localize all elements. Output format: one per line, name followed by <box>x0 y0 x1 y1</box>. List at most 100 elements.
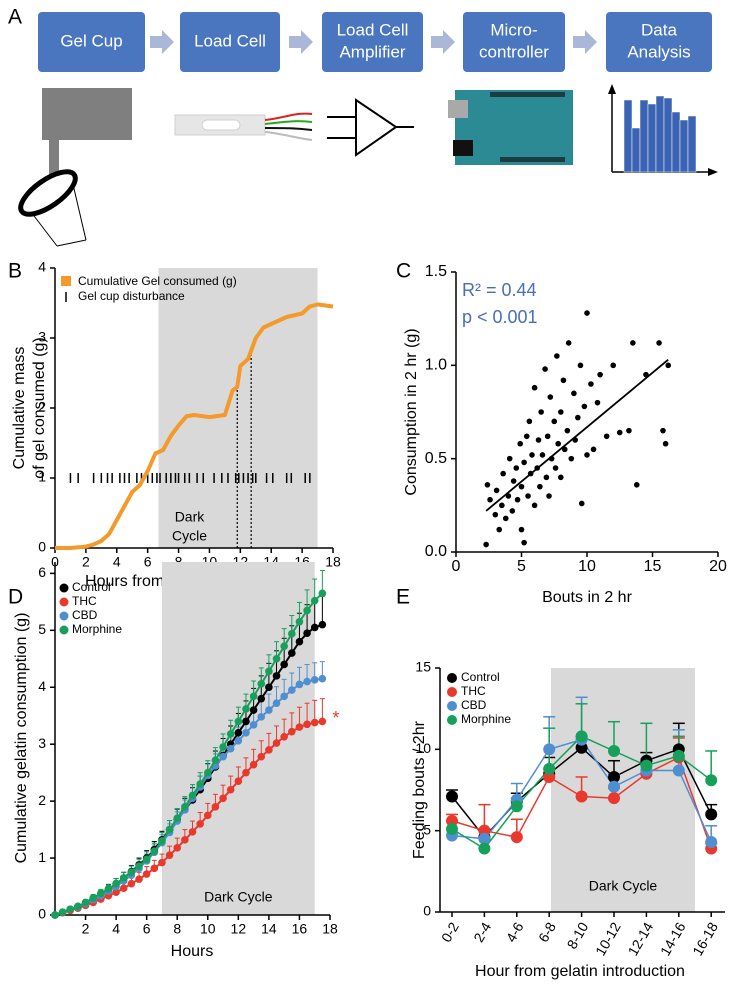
scatter-point <box>517 440 523 447</box>
data-point <box>280 642 288 651</box>
data-point <box>119 874 128 882</box>
data-point <box>608 744 620 757</box>
data-point <box>295 617 304 626</box>
data-point <box>81 898 90 907</box>
x-tick-label: 14-16 <box>657 919 689 958</box>
data-point <box>272 672 281 680</box>
scatter-point <box>518 483 525 490</box>
legend-swatch <box>447 701 457 711</box>
data-point <box>288 727 296 736</box>
panel-label: E <box>396 586 410 609</box>
data-point <box>310 596 319 605</box>
significance-mark: * <box>332 708 339 728</box>
scatter-point <box>492 511 499 518</box>
data-point <box>640 759 653 772</box>
scatter-point <box>565 340 572 346</box>
y-tick-label: 1 <box>38 469 46 485</box>
data-point <box>608 780 620 793</box>
data-point <box>249 692 258 701</box>
scatter-point <box>577 362 584 369</box>
scatter-point <box>552 465 559 471</box>
data-point <box>272 699 281 707</box>
cumulative-line <box>55 302 334 550</box>
data-point <box>142 855 151 864</box>
legend-label: Control <box>461 670 500 684</box>
x-tick-label: 8-10 <box>564 919 592 951</box>
legend-swatch <box>61 276 71 286</box>
data-point <box>135 862 143 870</box>
data-point <box>188 791 197 800</box>
legend-swatch <box>59 583 69 593</box>
data-point <box>705 808 718 821</box>
data-point <box>127 879 136 888</box>
scatter-point <box>483 541 489 548</box>
stat-annotation: p < 0.001 <box>462 307 538 327</box>
y-tick-label: 5 <box>423 821 431 837</box>
data-point <box>242 729 250 737</box>
step-box <box>463 12 565 72</box>
data-point <box>66 905 75 914</box>
scatter-point <box>493 487 500 494</box>
scatter-point <box>626 427 632 434</box>
x-tick-label: 10-12 <box>592 919 624 958</box>
scatter-point <box>510 478 517 484</box>
data-point <box>575 730 588 743</box>
scatter-point <box>568 455 575 462</box>
data-point <box>196 820 204 828</box>
x-tick-label: 14 <box>261 921 277 937</box>
data-point <box>265 683 273 692</box>
data-point <box>272 654 281 663</box>
scatter-point <box>531 384 538 391</box>
x-tick-label: 2-4 <box>470 919 494 945</box>
data-point <box>165 825 174 834</box>
y-tick-label: 5 <box>38 621 46 637</box>
data-point <box>672 749 685 762</box>
data-point <box>310 676 319 684</box>
scatter-point <box>554 353 560 359</box>
scatter-point <box>656 340 662 346</box>
scatter-point <box>499 502 505 509</box>
scatter-point <box>509 508 516 514</box>
legend-label: Control <box>72 580 111 594</box>
data-point <box>74 902 82 911</box>
data-point <box>150 864 159 873</box>
scatter-point <box>558 409 564 415</box>
shade-label: Dark Cycle <box>589 878 658 894</box>
x-tick-label: 8 <box>175 554 183 570</box>
data-point <box>211 756 220 764</box>
data-point <box>303 720 311 729</box>
scatter-point <box>526 418 533 425</box>
x-tick-label: 2 <box>82 554 90 570</box>
legend-swatch <box>59 625 69 635</box>
stat-annotation: R² = 0.44 <box>462 280 537 300</box>
data-point <box>181 803 189 811</box>
data-point <box>288 629 296 638</box>
scatter-point <box>578 500 585 507</box>
data-analysis-icon <box>608 84 718 176</box>
scatter-point <box>544 433 551 440</box>
x-tick-label: 18 <box>322 921 338 937</box>
data-point <box>196 780 204 788</box>
scatter-point <box>590 446 597 453</box>
data-point <box>58 908 67 916</box>
scatter-point <box>543 474 550 481</box>
scatter-point <box>633 482 640 488</box>
x-tick-label: 20 <box>709 558 727 575</box>
scatter-point <box>575 414 581 421</box>
step-label: Micro- <box>490 20 537 39</box>
data-point <box>249 721 258 729</box>
data-point <box>127 868 136 877</box>
data-point <box>318 620 327 629</box>
legend-label: THC <box>461 684 486 698</box>
data-point <box>173 814 182 823</box>
scatter-point <box>662 440 669 447</box>
data-point <box>249 706 258 714</box>
legend-swatch <box>447 715 457 725</box>
scatter-point <box>560 377 567 384</box>
x-tick-label: 12-14 <box>624 919 656 958</box>
step-label: Data <box>641 20 677 39</box>
data-point <box>158 837 166 845</box>
y-tick-label: 0.5 <box>425 450 447 467</box>
y-axis-label: Cumulative mass <box>11 347 28 470</box>
x-tick-label: 16 <box>292 921 308 937</box>
